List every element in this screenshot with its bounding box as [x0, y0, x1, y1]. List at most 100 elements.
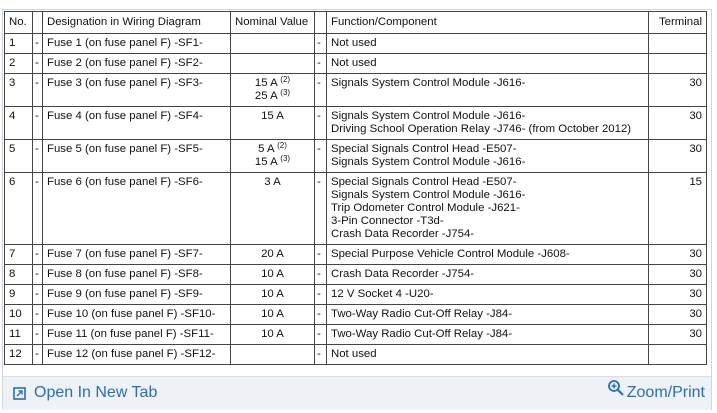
dash-cell: -	[314, 73, 327, 107]
nominal-value: 15 A	[261, 110, 284, 122]
function-line: Signals System Control Module -J616-	[331, 189, 526, 201]
no-cell: 1	[4, 33, 33, 54]
dash-cell: -	[314, 344, 327, 365]
function-line: 12 V Socket 4 -U20-	[331, 288, 434, 300]
nominal-cell: 5 A (2) 15 A (3)	[230, 139, 315, 173]
no-cell: 5	[4, 139, 33, 173]
no-cell: 4	[4, 106, 33, 140]
footer: Open In New Tab Zoom/Print	[3, 376, 711, 410]
designation-cell: Fuse 1 (on fuse panel F) -SF1-	[42, 33, 231, 54]
fuse-table: No. Designation in Wiring Diagram Nomina…	[4, 11, 707, 365]
terminal-cell: 30	[648, 324, 707, 345]
function-cell: Two-Way Radio Cut-Off Relay -J84-	[326, 304, 649, 325]
function-line: Signals System Control Module -J616-	[331, 110, 526, 122]
terminal-cell: 30	[648, 284, 707, 305]
header-cell: Nominal Value	[230, 11, 315, 34]
dash-cell: -	[32, 244, 43, 265]
function-line: Signals System Control Module -J616-	[331, 156, 526, 168]
header-row: No. Designation in Wiring Diagram Nomina…	[4, 11, 707, 34]
footnote-ref: (2)	[280, 75, 291, 84]
function-line: Not used	[331, 348, 377, 360]
open-link[interactable]: Open In New Tab	[13, 384, 157, 402]
function-cell: Not used	[326, 53, 649, 74]
function-line: Trip Odometer Control Module -J621-	[331, 202, 520, 214]
terminal-cell: 30	[648, 139, 707, 173]
nominal-value: 10 A	[261, 308, 284, 320]
function-line: 3-Pin Connector -T3d-	[331, 215, 444, 227]
designation-cell: Fuse 6 (on fuse panel F) -SF6-	[42, 172, 231, 245]
no-cell: 7	[4, 244, 33, 265]
table-row: 8- Fuse 8 (on fuse panel F) -SF8- 10 A - Cra…	[4, 264, 707, 285]
function-cell: Special Signals Control Head -E507- Signa…	[326, 139, 649, 173]
no-cell: 10	[4, 304, 33, 325]
designation-cell: Fuse 9 (on fuse panel F) -SF9-	[42, 284, 231, 305]
function-cell: Two-Way Radio Cut-Off Relay -J84-	[326, 324, 649, 345]
terminal-cell: 15	[648, 172, 707, 245]
table-row: 9- Fuse 9 (on fuse panel F) -SF9- 10 A -12 …	[4, 284, 707, 305]
function-cell: Crash Data Recorder -J754-	[326, 264, 649, 285]
table-row: 2- Fuse 2 (on fuse panel F) -SF2- - Not use…	[4, 53, 707, 74]
function-cell: 12 V Socket 4 -U20-	[326, 284, 649, 305]
designation-cell: Fuse 12 (on fuse panel F) -SF12-	[42, 344, 231, 365]
nominal-value: 3 A	[264, 176, 281, 188]
open-text: Open In New Tab	[34, 384, 158, 401]
table-row: 1- Fuse 1 (on fuse panel F) -SF1- - Not use…	[4, 33, 707, 54]
no-cell: 6	[4, 172, 33, 245]
table-row: 6- Fuse 6 (on fuse panel F) -SF6- 3 A - Spec…	[4, 172, 707, 245]
header-cell: No.	[4, 11, 33, 34]
table-row: 4- Fuse 4 (on fuse panel F) -SF4- 15 A - Sig…	[4, 106, 707, 140]
terminal-cell: 30	[648, 264, 707, 285]
nominal-line: 10 A	[235, 308, 310, 321]
nominal-value: 5 A	[258, 143, 274, 155]
designation-cell: Fuse 3 (on fuse panel F) -SF3-	[42, 73, 231, 107]
nominal-cell: 10 A	[230, 324, 315, 345]
zoom-icon	[607, 380, 624, 396]
function-cell: Signals System Control Module -J616- Driv…	[326, 106, 649, 140]
nominal-value: 20 A	[261, 248, 284, 260]
header-cell	[32, 11, 43, 34]
header-cell	[314, 11, 327, 34]
table-row: 5- Fuse 5 (on fuse panel F) -SF5- 5 A (2) 1…	[4, 139, 707, 173]
dash-cell: -	[314, 139, 327, 173]
zoom-link[interactable]: Zoom/Print	[607, 380, 705, 402]
nominal-line: 10 A	[235, 328, 310, 341]
function-line: Two-Way Radio Cut-Off Relay -J84-	[331, 328, 513, 340]
header-cell: Function/Component	[326, 11, 649, 34]
nominal-value: 10 A	[261, 328, 284, 340]
nominal-value: 15 A	[254, 77, 278, 89]
footnote-ref: (3)	[280, 88, 291, 97]
terminal-cell	[648, 344, 707, 365]
nominal-cell: 3 A	[230, 172, 315, 245]
zoom-text: Zoom/Print	[626, 384, 705, 401]
table-panel: No. Designation in Wiring Diagram Nomina…	[2, 9, 712, 410]
no-cell: 11	[4, 324, 33, 345]
function-line: Signals System Control Module -J616-	[331, 77, 526, 89]
designation-cell: Fuse 11 (on fuse panel F) -SF11-	[42, 324, 231, 345]
dash-cell: -	[314, 33, 327, 54]
dash-cell: -	[314, 264, 327, 285]
table-row: 3- Fuse 3 (on fuse panel F) -SF3- 15 A (2)…	[4, 73, 707, 107]
no-cell: 2	[4, 53, 33, 74]
footnote-ref: (3)	[280, 154, 291, 163]
designation-cell: Fuse 7 (on fuse panel F) -SF7-	[42, 244, 231, 265]
dash-cell: -	[32, 344, 43, 365]
no-cell: 9	[4, 284, 33, 305]
dash-cell: -	[32, 324, 43, 345]
dash-cell: -	[32, 53, 43, 74]
nominal-cell	[230, 33, 315, 54]
dash-cell: -	[314, 172, 327, 245]
function-cell: Not used	[326, 344, 649, 365]
no-cell: 3	[4, 73, 33, 107]
nominal-value: 25 A	[254, 90, 278, 102]
nominal-cell: 15 A (2) 25 A (3)	[230, 73, 315, 107]
terminal-cell	[648, 33, 707, 54]
designation-cell: Fuse 2 (on fuse panel F) -SF2-	[42, 53, 231, 74]
dash-cell: -	[32, 73, 43, 107]
nominal-value: 10 A	[261, 268, 284, 280]
no-cell: 8	[4, 264, 33, 285]
dash-cell: -	[314, 244, 327, 265]
nominal-line: 20 A	[235, 248, 310, 261]
nominal-cell: 10 A	[230, 304, 315, 325]
dash-cell: -	[314, 106, 327, 140]
terminal-cell: 30	[648, 73, 707, 107]
